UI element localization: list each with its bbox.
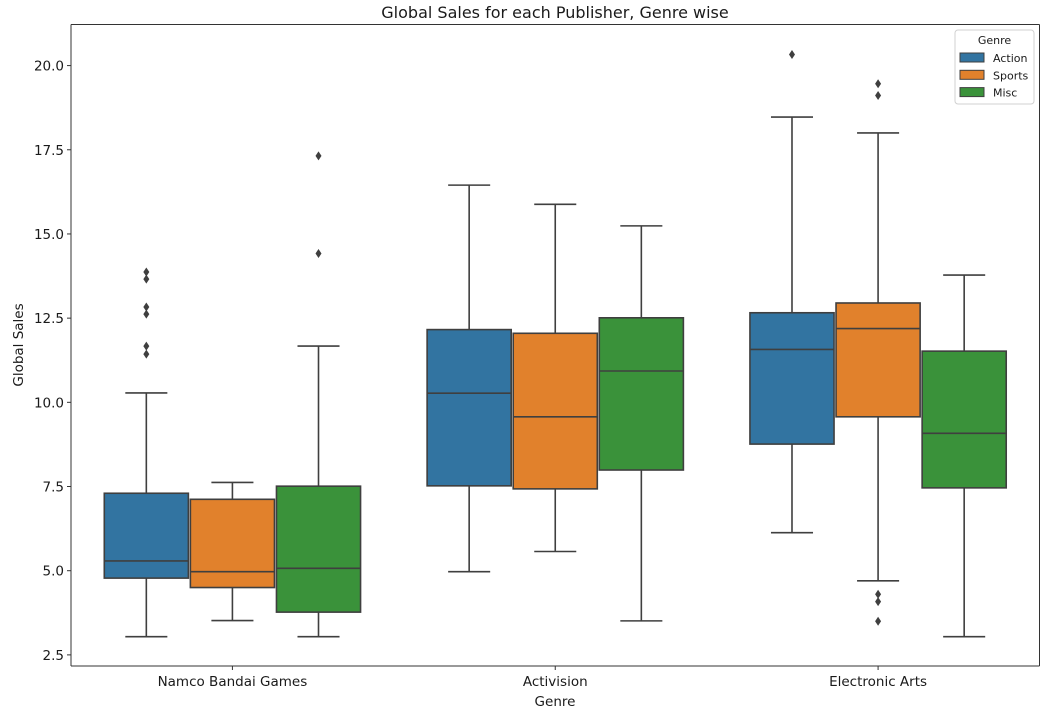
box-iqr bbox=[189, 498, 276, 589]
y-tick-label: 15.0 bbox=[34, 227, 64, 243]
legend-swatch-sports bbox=[959, 69, 985, 80]
box-iqr bbox=[275, 485, 362, 613]
box-group-misc-1 bbox=[598, 225, 685, 622]
outlier-point bbox=[875, 79, 882, 89]
y-tick-label: 5.0 bbox=[43, 564, 64, 580]
outlier-point bbox=[143, 341, 150, 351]
legend-title: Genre bbox=[978, 34, 1012, 47]
legend-swatch-action bbox=[959, 52, 985, 63]
x-tick-label: Namco Bandai Games bbox=[158, 674, 308, 690]
box-iqr bbox=[512, 332, 599, 490]
y-tick-label: 10.0 bbox=[34, 395, 64, 411]
box-iqr bbox=[426, 328, 513, 487]
box-group-misc-2 bbox=[921, 274, 1008, 638]
box-iqr bbox=[598, 317, 685, 471]
outlier-point bbox=[143, 349, 150, 359]
legend-label-sports: Sports bbox=[993, 69, 1029, 82]
outlier-point bbox=[315, 151, 322, 161]
box-group-action-1 bbox=[426, 184, 513, 573]
box-iqr bbox=[103, 492, 190, 579]
box-iqr bbox=[921, 350, 1008, 489]
legend-label-action: Action bbox=[993, 52, 1027, 65]
outlier-point bbox=[143, 302, 150, 312]
box-group-action-0 bbox=[103, 267, 190, 638]
y-tick-label: 12.5 bbox=[34, 311, 64, 327]
box-group-action-2 bbox=[749, 49, 835, 534]
box-iqr bbox=[835, 302, 921, 418]
plot-area bbox=[103, 49, 1008, 638]
legend: Genre Action Sports Misc bbox=[954, 29, 1035, 105]
x-axis: Namco Bandai Games Activision Electronic A… bbox=[71, 24, 1040, 690]
x-tick-label: Electronic Arts bbox=[829, 674, 927, 690]
y-tick-label: 17.5 bbox=[34, 143, 64, 159]
outlier-point bbox=[315, 248, 322, 258]
x-tick-label: Activision bbox=[523, 674, 588, 690]
legend-label-misc: Misc bbox=[993, 87, 1017, 100]
legend-swatch-misc bbox=[959, 87, 985, 98]
box-group-sports-1 bbox=[512, 203, 599, 553]
y-tick-label: 20.0 bbox=[34, 59, 64, 75]
box-iqr bbox=[749, 311, 835, 445]
outlier-point bbox=[875, 589, 882, 599]
outlier-point bbox=[143, 267, 150, 277]
y-axis-label: Global Sales bbox=[11, 303, 27, 386]
box-group-sports-2 bbox=[835, 79, 921, 626]
y-tick-label: 2.5 bbox=[43, 648, 64, 664]
box-group-misc-0 bbox=[275, 151, 362, 638]
outlier-point bbox=[875, 616, 882, 626]
y-axis: 2.5 5.0 7.5 10.0 12.5 15.0 17.5 20.0 bbox=[34, 24, 1040, 666]
outlier-point bbox=[875, 597, 882, 607]
outlier-point bbox=[875, 91, 882, 101]
outlier-point bbox=[143, 309, 150, 319]
outlier-point bbox=[788, 49, 795, 59]
y-tick-label: 7.5 bbox=[43, 480, 64, 496]
outlier-point bbox=[143, 274, 150, 284]
chart-title: Global Sales for each Publisher, Genre w… bbox=[381, 3, 728, 22]
box-group-sports-0 bbox=[189, 481, 276, 622]
legend-frame bbox=[954, 29, 1035, 105]
x-axis-label: Genre bbox=[535, 694, 576, 710]
